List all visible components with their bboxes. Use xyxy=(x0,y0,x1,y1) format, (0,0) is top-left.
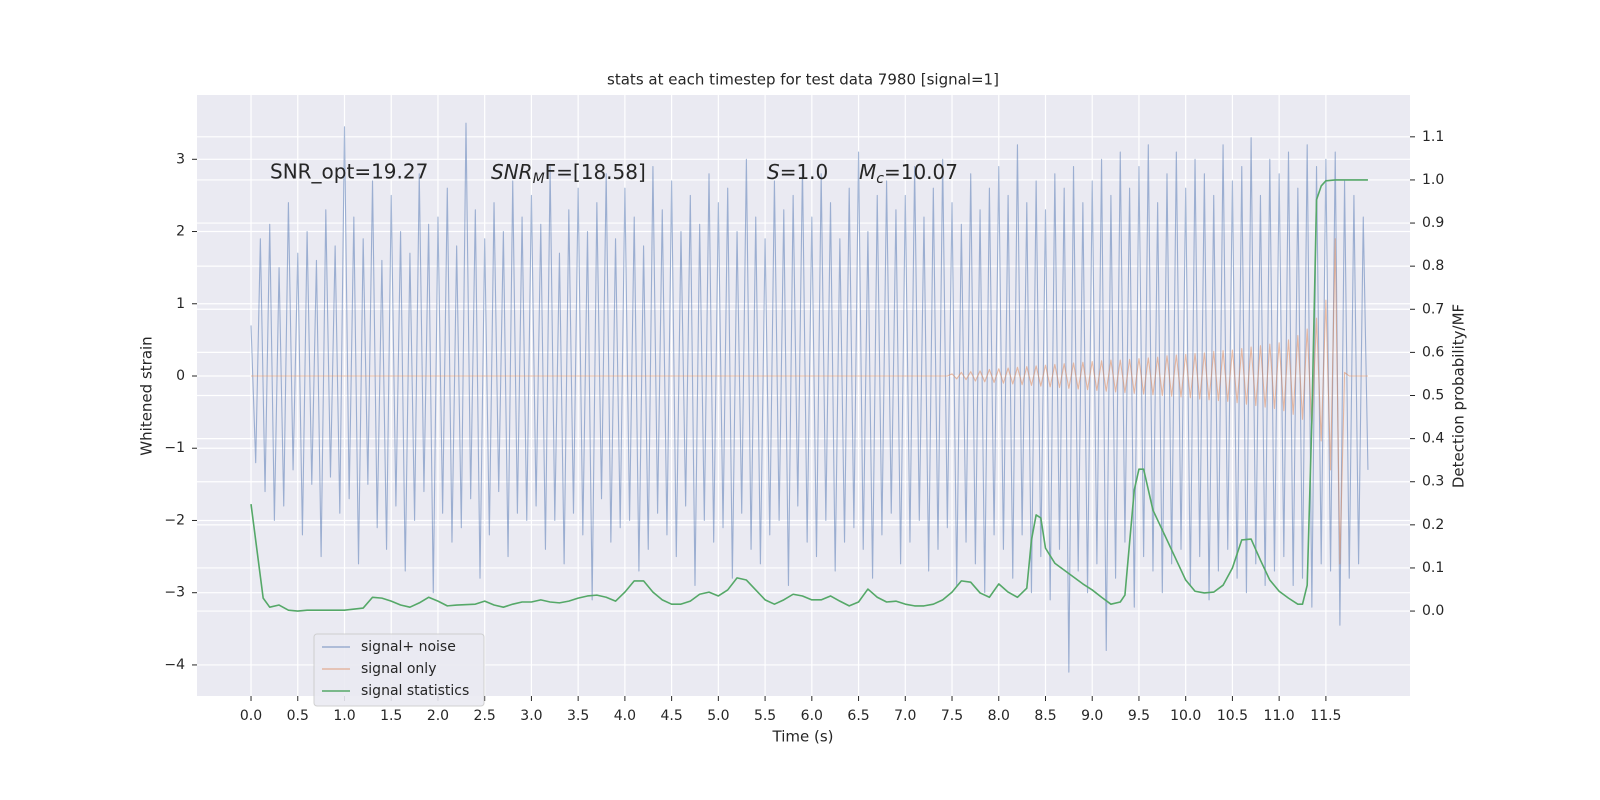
x-tick-label: 3.5 xyxy=(567,708,589,724)
annotation-part: SNR xyxy=(491,160,533,184)
legend-label: signal statistics xyxy=(361,683,469,699)
x-tick-label: 9.5 xyxy=(1128,708,1150,724)
y2-tick-label: 0.1 xyxy=(1422,560,1444,576)
x-tick-label: 2.0 xyxy=(427,708,449,724)
y2-tick-label: 0.6 xyxy=(1422,344,1444,360)
y2-tick-label: 1.0 xyxy=(1422,172,1444,188)
y-tick-label: 2 xyxy=(176,224,185,240)
y-tick-label: −3 xyxy=(164,585,185,601)
y2-tick-label: 0.4 xyxy=(1422,431,1444,447)
legend: signal+ noise signal only signal statistic… xyxy=(313,633,485,707)
x-tick-label: 6.5 xyxy=(847,708,869,724)
x-tick-label: 7.0 xyxy=(894,708,916,724)
x-tick-label: 10.0 xyxy=(1170,708,1201,724)
y2-tick-label: 0.8 xyxy=(1422,258,1444,274)
y-tick-label: 3 xyxy=(176,151,185,167)
y-tick-label: −1 xyxy=(164,440,185,456)
series-line xyxy=(251,238,1368,565)
y-tick-label: −4 xyxy=(164,657,185,673)
axes: 0.0 0.5 1.0 1.5 2.0 2.5 3.0 3.5 4.0 4.5 5.0 5.5 6.0 6… xyxy=(164,129,1444,724)
legend-box xyxy=(313,633,485,707)
x-tick-label: 10.5 xyxy=(1217,708,1248,724)
x-tick-label: 11.5 xyxy=(1310,708,1341,724)
x-tick-label: 3.0 xyxy=(520,708,542,724)
x-tick-label: 8.5 xyxy=(1034,708,1056,724)
annotation-part: S xyxy=(767,160,780,184)
x-tick-label: 2.5 xyxy=(474,708,496,724)
x-tick-label: 6.0 xyxy=(801,708,823,724)
legend-label: signal+ noise xyxy=(361,639,456,655)
y2-tick-label: 0.5 xyxy=(1422,388,1444,404)
x-tick-label: 4.0 xyxy=(614,708,636,724)
x-tick-label: 11.0 xyxy=(1264,708,1295,724)
annotation: S=1.0 xyxy=(767,160,828,184)
series-layer xyxy=(250,122,1369,673)
y2-tick-label: 1.1 xyxy=(1422,129,1444,145)
annotation-part: M xyxy=(533,171,545,187)
annotation-part: c xyxy=(876,171,884,187)
y-tick-label: 0 xyxy=(176,368,185,384)
y-tick-label: −2 xyxy=(164,512,185,528)
x-tick-label: 4.5 xyxy=(660,708,682,724)
chart-title: stats at each timestep for test data 798… xyxy=(607,71,999,89)
y2-axis-label: Detection probability/MF xyxy=(1450,304,1468,488)
annotation: SNR_opt=19.27 xyxy=(270,160,428,184)
x-tick-label: 0.5 xyxy=(287,708,309,724)
legend-label: signal only xyxy=(361,661,436,677)
y2-tick-label: 0.7 xyxy=(1422,301,1444,317)
x-tick-label: 5.5 xyxy=(754,708,776,724)
annotation-part: M xyxy=(859,160,876,184)
y2-tick-label: 0.9 xyxy=(1422,215,1444,231)
x-tick-label: 1.5 xyxy=(380,708,402,724)
x-tick-label: 9.0 xyxy=(1081,708,1103,724)
x-tick-label: 0.0 xyxy=(240,708,262,724)
annotation-part: F=[18.58] xyxy=(545,160,646,184)
y-tick-label: 1 xyxy=(176,296,185,312)
y2-tick-label: 0.3 xyxy=(1422,474,1444,490)
x-tick-label: 7.5 xyxy=(941,708,963,724)
y-axis-label: Whitened strain xyxy=(138,336,156,455)
annotation: SNRMF=[18.58] xyxy=(491,160,646,188)
annotation-part: =1.0 xyxy=(780,160,829,184)
series-line xyxy=(250,179,1368,612)
x-tick-label: 8.0 xyxy=(988,708,1010,724)
x-tick-label: 1.0 xyxy=(333,708,355,724)
x-axis-label: Time (s) xyxy=(772,728,834,746)
y2-tick-label: 0.0 xyxy=(1422,603,1444,619)
annotation-part: =10.07 xyxy=(884,160,958,184)
x-tick-label: 5.0 xyxy=(707,708,729,724)
y2-tick-label: 0.2 xyxy=(1422,517,1444,533)
annotation: Mc=10.07 xyxy=(859,160,958,188)
series-line xyxy=(250,122,1369,673)
